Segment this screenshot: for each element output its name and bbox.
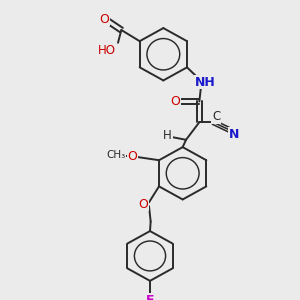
Text: NH: NH	[195, 76, 216, 89]
Text: O: O	[171, 95, 181, 108]
Text: CH₃: CH₃	[106, 150, 125, 160]
Text: C: C	[212, 110, 220, 123]
Text: F: F	[146, 293, 154, 300]
Text: O: O	[139, 198, 148, 211]
Text: H: H	[163, 129, 172, 142]
Text: O: O	[99, 13, 109, 26]
Text: N: N	[229, 128, 239, 140]
Text: O: O	[128, 150, 138, 163]
Text: HO: HO	[98, 44, 116, 57]
